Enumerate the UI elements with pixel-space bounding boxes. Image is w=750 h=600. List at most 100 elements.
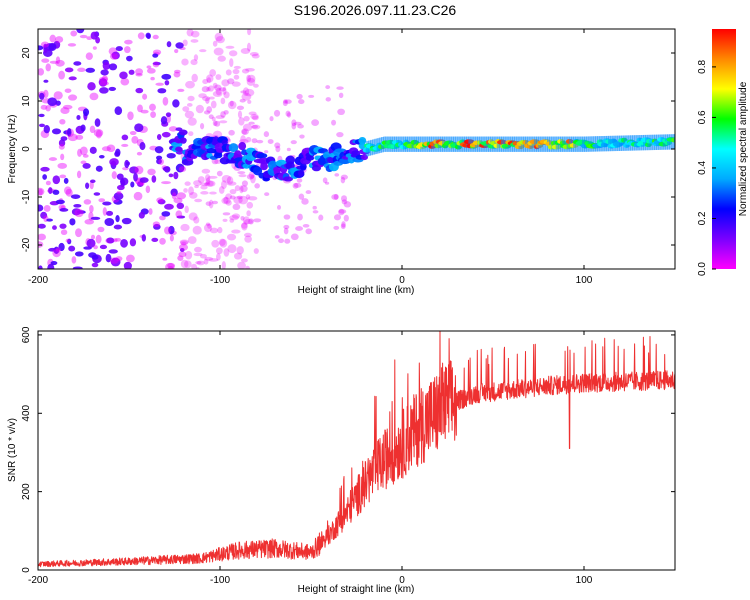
heatmap-cell [673,134,675,150]
heatmap-cell [246,42,252,52]
heatmap-cell [608,135,612,152]
heatmap-cell [198,93,207,99]
heatmap-cell [228,129,235,136]
heatmap-cell [643,134,647,151]
heatmap-cell [108,249,118,254]
heatmap-cell [63,177,69,184]
heatmap-cell [126,254,135,263]
heatmap-cell [214,120,221,127]
heatmap-cell [179,239,190,245]
heatmap-cell [207,175,218,179]
heatmap-cell [252,166,263,176]
heatmap-cell [102,201,112,206]
heatmap-cell [293,182,302,188]
heatmap-cell [291,119,297,127]
heatmap-cell [210,100,217,109]
heatmap-cell [109,53,118,60]
heatmap-cell [188,192,198,199]
heatmap-cell [221,261,226,269]
heatmap-cell [190,39,199,43]
heatmap-cell [193,180,202,186]
heatmap-cell [42,174,47,180]
heatmap-cell [221,197,231,205]
snr-background [38,331,675,570]
heatmap-cell [82,154,89,158]
heatmap-cell [140,109,149,114]
heatmap-cell [174,49,179,54]
heatmap-cell [302,223,310,228]
heatmap-cell [203,258,209,265]
heatmap-cell [238,195,249,205]
heatmap-cell [85,182,90,189]
heatmap-cell [334,148,347,153]
heatmap-cell [150,76,155,81]
heatmap-cell [90,216,101,220]
heatmap-cell [171,192,177,200]
heatmap-cell [126,55,133,62]
heatmap-cell [201,86,210,93]
heatmap-cell [215,74,222,80]
heatmap-cell [158,158,164,165]
heatmap-cell [55,199,65,205]
heatmap-cell [253,218,262,223]
heatmap-cell [238,174,247,178]
heatmap-cell [133,191,143,201]
heatmap-cell [225,200,232,206]
heatmap-cell [248,218,254,225]
heatmap-cell [174,69,181,74]
colorbar-scale [712,29,736,269]
heatmap-cell [250,174,256,184]
heatmap-cell [298,169,305,177]
heatmap-cell [240,215,245,221]
heatmap-cell [40,211,48,219]
heatmap-cell [325,97,331,102]
heatmap-cell [65,238,71,243]
heatmap-cell [340,176,346,184]
heatmap-cell [64,186,72,195]
heatmap-cell [621,135,625,151]
heatmap-cell [138,211,145,219]
heatmap-cell [247,29,252,36]
heatmap-cell [211,116,216,122]
spectrogram-frame [37,28,676,270]
heatmap-cell [293,121,302,126]
x-tick-label: 0 [399,575,405,586]
colorbar-tick-label: 0.6 [697,110,708,124]
heatmap-cell [276,205,282,210]
heatmap-cell [60,153,65,161]
heatmap-cell [229,195,236,200]
heatmap-cell [184,110,195,119]
heatmap-cell [400,136,404,152]
heatmap-cell [229,218,235,223]
heatmap-cell [218,87,227,92]
heatmap-cell [95,129,102,139]
heatmap-cell [204,182,211,186]
heatmap-cell [52,189,60,195]
heatmap-cell [264,192,270,197]
heatmap-cell [195,104,204,114]
heatmap-cell [286,112,292,118]
heatmap-cell [99,244,108,250]
heatmap-cell [58,143,65,150]
heatmap-cell [242,123,253,132]
heatmap-cell [199,49,207,53]
heatmap-cell [105,253,112,263]
heatmap-cell [237,110,243,119]
heatmap-cell [137,181,144,188]
heatmap-cell [233,196,243,204]
heatmap-cell [205,174,211,182]
x-tick-label: -200 [28,575,48,586]
heatmap-cell [658,134,662,150]
heatmap-cell [38,204,44,212]
heatmap-cell [239,185,244,194]
heatmap-cell [254,183,260,189]
heatmap-cell [337,108,346,116]
heatmap-cell [244,88,255,97]
heatmap-cell [223,196,229,204]
heatmap-cell [38,123,45,128]
heatmap-cell [245,194,251,200]
heatmap-cell [291,122,297,130]
heatmap-cell [566,136,570,152]
heatmap-cell [245,67,255,72]
heatmap-cell [95,165,103,172]
